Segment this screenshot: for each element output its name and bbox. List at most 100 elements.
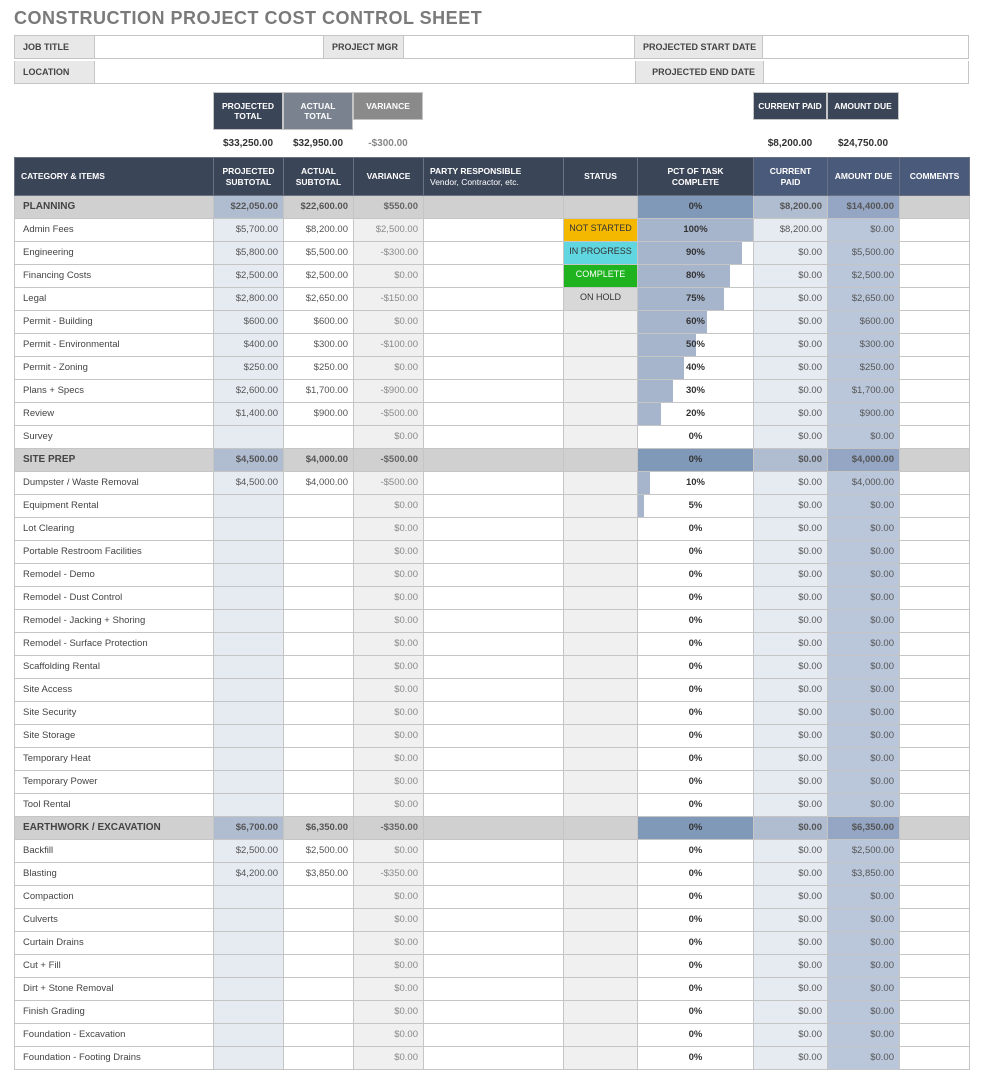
item-party[interactable] xyxy=(424,586,564,609)
projected-end-field[interactable] xyxy=(764,61,824,83)
item-pct[interactable]: 40% xyxy=(638,356,754,379)
item-paid[interactable]: $0.00 xyxy=(754,517,828,540)
item-pct[interactable]: 50% xyxy=(638,333,754,356)
item-actual[interactable]: $2,500.00 xyxy=(284,264,354,287)
item-projected[interactable]: $2,500.00 xyxy=(214,264,284,287)
item-comments[interactable] xyxy=(900,862,970,885)
item-actual[interactable] xyxy=(284,1046,354,1069)
item-comments[interactable] xyxy=(900,287,970,310)
item-party[interactable] xyxy=(424,655,564,678)
item-pct[interactable]: 60% xyxy=(638,310,754,333)
item-pct[interactable]: 0% xyxy=(638,908,754,931)
item-status[interactable] xyxy=(564,793,638,816)
item-projected[interactable] xyxy=(214,931,284,954)
item-comments[interactable] xyxy=(900,310,970,333)
item-party[interactable] xyxy=(424,747,564,770)
item-status[interactable] xyxy=(564,517,638,540)
item-paid[interactable]: $0.00 xyxy=(754,839,828,862)
section-status[interactable] xyxy=(564,816,638,839)
item-comments[interactable] xyxy=(900,1000,970,1023)
item-status[interactable] xyxy=(564,379,638,402)
item-actual[interactable] xyxy=(284,517,354,540)
item-projected[interactable] xyxy=(214,540,284,563)
item-paid[interactable]: $0.00 xyxy=(754,1023,828,1046)
item-paid[interactable]: $0.00 xyxy=(754,471,828,494)
item-status[interactable] xyxy=(564,862,638,885)
item-status[interactable] xyxy=(564,954,638,977)
projected-start-field[interactable] xyxy=(763,36,823,58)
item-projected[interactable] xyxy=(214,1000,284,1023)
item-projected[interactable]: $400.00 xyxy=(214,333,284,356)
item-party[interactable] xyxy=(424,931,564,954)
item-status[interactable] xyxy=(564,586,638,609)
item-status[interactable] xyxy=(564,402,638,425)
item-pct[interactable]: 0% xyxy=(638,747,754,770)
item-party[interactable] xyxy=(424,540,564,563)
item-comments[interactable] xyxy=(900,425,970,448)
item-party[interactable] xyxy=(424,517,564,540)
item-party[interactable] xyxy=(424,632,564,655)
item-comments[interactable] xyxy=(900,517,970,540)
item-comments[interactable] xyxy=(900,632,970,655)
item-pct[interactable]: 0% xyxy=(638,701,754,724)
item-status[interactable] xyxy=(564,609,638,632)
item-status[interactable] xyxy=(564,310,638,333)
section-status[interactable] xyxy=(564,448,638,471)
item-paid[interactable]: $0.00 xyxy=(754,379,828,402)
item-paid[interactable]: $0.00 xyxy=(754,747,828,770)
item-actual[interactable] xyxy=(284,977,354,1000)
item-party[interactable] xyxy=(424,287,564,310)
status-pill[interactable]: NOT STARTED xyxy=(564,219,637,241)
item-actual[interactable]: $2,650.00 xyxy=(284,287,354,310)
item-paid[interactable]: $0.00 xyxy=(754,954,828,977)
item-actual[interactable]: $2,500.00 xyxy=(284,839,354,862)
item-pct[interactable]: 80% xyxy=(638,264,754,287)
item-pct[interactable]: 0% xyxy=(638,977,754,1000)
item-paid[interactable]: $0.00 xyxy=(754,701,828,724)
section-party[interactable] xyxy=(424,448,564,471)
item-actual[interactable] xyxy=(284,632,354,655)
item-paid[interactable]: $0.00 xyxy=(754,977,828,1000)
item-comments[interactable] xyxy=(900,1023,970,1046)
item-actual[interactable] xyxy=(284,494,354,517)
item-actual[interactable]: $8,200.00 xyxy=(284,218,354,241)
item-pct[interactable]: 75% xyxy=(638,287,754,310)
item-actual[interactable]: $5,500.00 xyxy=(284,241,354,264)
section-party[interactable] xyxy=(424,816,564,839)
item-pct[interactable]: 0% xyxy=(638,1046,754,1069)
item-projected[interactable] xyxy=(214,517,284,540)
item-comments[interactable] xyxy=(900,747,970,770)
item-pct[interactable]: 0% xyxy=(638,839,754,862)
item-status[interactable]: IN PROGRESS xyxy=(564,241,638,264)
item-paid[interactable]: $0.00 xyxy=(754,425,828,448)
item-party[interactable] xyxy=(424,724,564,747)
item-party[interactable] xyxy=(424,793,564,816)
item-party[interactable] xyxy=(424,954,564,977)
section-comments[interactable] xyxy=(900,816,970,839)
item-paid[interactable]: $0.00 xyxy=(754,540,828,563)
item-comments[interactable] xyxy=(900,609,970,632)
item-actual[interactable] xyxy=(284,1000,354,1023)
item-pct[interactable]: 20% xyxy=(638,402,754,425)
item-paid[interactable]: $0.00 xyxy=(754,264,828,287)
item-actual[interactable] xyxy=(284,747,354,770)
item-projected[interactable]: $4,200.00 xyxy=(214,862,284,885)
item-party[interactable] xyxy=(424,908,564,931)
item-pct[interactable]: 0% xyxy=(638,678,754,701)
item-paid[interactable]: $0.00 xyxy=(754,770,828,793)
item-comments[interactable] xyxy=(900,678,970,701)
item-paid[interactable]: $0.00 xyxy=(754,402,828,425)
item-status[interactable]: NOT STARTED xyxy=(564,218,638,241)
item-status[interactable] xyxy=(564,1023,638,1046)
item-projected[interactable] xyxy=(214,724,284,747)
item-status[interactable]: ON HOLD xyxy=(564,287,638,310)
item-party[interactable] xyxy=(424,264,564,287)
status-pill[interactable]: COMPLETE xyxy=(564,265,637,287)
item-comments[interactable] xyxy=(900,1046,970,1069)
item-pct[interactable]: 0% xyxy=(638,655,754,678)
item-party[interactable] xyxy=(424,471,564,494)
item-actual[interactable] xyxy=(284,609,354,632)
item-projected[interactable]: $600.00 xyxy=(214,310,284,333)
item-actual[interactable] xyxy=(284,931,354,954)
item-paid[interactable]: $0.00 xyxy=(754,1046,828,1069)
